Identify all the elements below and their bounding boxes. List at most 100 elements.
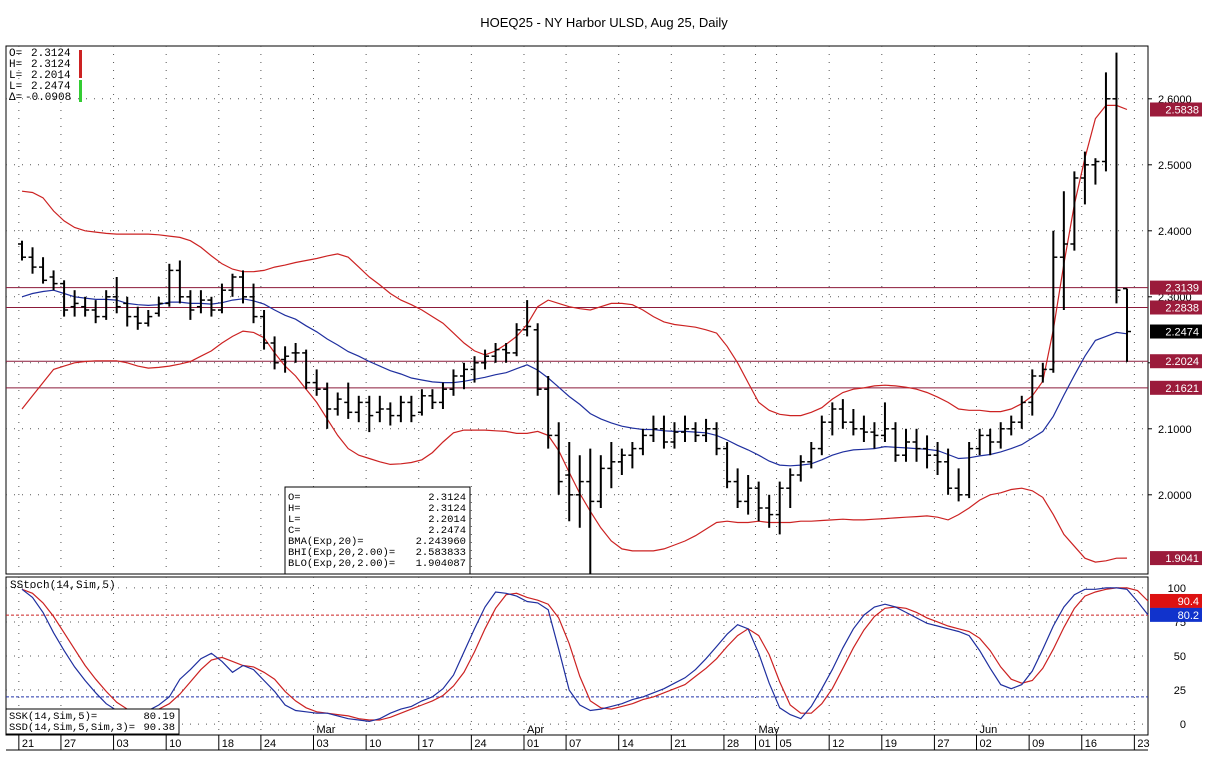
price-value-label: 2.2838 — [1150, 300, 1202, 315]
date-tick-label: 10 — [369, 738, 381, 750]
stoch-value-label-text: 90.4 — [1178, 596, 1199, 608]
price-value-label: 2.5838 — [1150, 102, 1202, 117]
price-value-label: 2.3139 — [1150, 280, 1202, 295]
info-close-value: 2.2474 — [428, 525, 466, 537]
ohlc-bar — [754, 481, 763, 522]
ohlc-bar — [554, 422, 563, 495]
ohlc-bar — [638, 428, 647, 456]
date-tick-label: 09 — [1032, 738, 1044, 750]
header-change-label: Δ= — [9, 92, 22, 104]
ohlc-bar — [544, 376, 553, 449]
ohlc-bar — [144, 310, 153, 327]
ohlc-bar — [849, 409, 858, 436]
ohlc-bar — [91, 300, 100, 324]
month-label: Jun — [980, 724, 998, 736]
price-value-label-bg — [1150, 380, 1202, 395]
ohlc-bar — [565, 442, 574, 522]
date-tick-label: 05 — [780, 738, 792, 750]
stoch-tick-label: 0 — [1180, 719, 1186, 731]
ohlc-bar — [1007, 415, 1016, 436]
ohlc-bar — [944, 448, 953, 495]
price-tick-label: 2.4000 — [1158, 226, 1192, 238]
ssd-line — [21, 587, 1149, 721]
ohlc-bar — [1059, 191, 1068, 310]
stoch-tick-label: 50 — [1174, 651, 1186, 663]
ohlc-bar — [470, 356, 479, 383]
ohlc-bar — [186, 290, 195, 320]
ohlc-bar — [354, 395, 363, 423]
ohlc-bar — [323, 382, 332, 429]
ssk-line — [21, 587, 1149, 723]
ohlc-bar — [817, 415, 826, 456]
price-value-label-bg — [1150, 551, 1202, 566]
month-label: Mar — [317, 724, 336, 736]
stoch-value-label-text: 80.2 — [1178, 610, 1199, 622]
date-tick-label: 21 — [674, 738, 686, 750]
grid — [6, 46, 1148, 735]
header-green-marker — [79, 80, 82, 102]
ohlc-bar — [954, 468, 963, 502]
ohlc-bar — [712, 422, 721, 456]
ohlc-bar — [1123, 287, 1131, 362]
ohlc-bar — [828, 402, 837, 436]
price-value-label-text: 2.3139 — [1165, 283, 1199, 295]
date-tick-label: 27 — [64, 738, 76, 750]
ohlc-bar — [975, 428, 984, 456]
stoch-tick-label: 100 — [1168, 583, 1186, 595]
stoch-header: SStoch(14,Sim,5) — [10, 580, 116, 592]
header-change-value: -0.0908 — [25, 92, 71, 104]
info-bma-value: 2.243960 — [416, 536, 466, 548]
ohlc-bar — [923, 435, 932, 469]
date-tick-label: 18 — [222, 738, 234, 750]
ohlc-bar — [807, 442, 816, 469]
header-high-value: 2.3124 — [31, 59, 71, 71]
date-tick-label: 02 — [980, 738, 992, 750]
header-low-value: 2.2014 — [31, 70, 71, 82]
ohlc-bar — [1017, 395, 1026, 429]
date-tick-label: 27 — [937, 738, 949, 750]
price-value-label-text: 2.5838 — [1165, 104, 1199, 116]
date-tick-label: 03 — [317, 738, 329, 750]
price-value-label-text: 2.2838 — [1165, 302, 1199, 314]
ohlc-bar — [870, 422, 879, 449]
price-tick-label: 2.5000 — [1158, 160, 1192, 172]
lower-band-line — [21, 330, 1128, 563]
ohlc-bar — [270, 336, 279, 370]
stoch-value-label: 90.4 — [1150, 593, 1202, 608]
ohlc-bar — [260, 310, 269, 350]
info-close-label: C= — [288, 525, 301, 537]
date-tick-label: 19 — [885, 738, 897, 750]
date-tick-label: 10 — [169, 738, 181, 750]
ohlc-bar — [1070, 171, 1079, 251]
date-tick-label: 07 — [569, 738, 581, 750]
ohlc-bar — [196, 290, 205, 314]
info-high-value: 2.3124 — [428, 503, 466, 515]
price-value-label-text: 2.2024 — [1165, 356, 1199, 368]
price-tick-label: 2.0000 — [1158, 490, 1192, 502]
month-label: May — [759, 724, 780, 736]
ohlc-bar — [291, 343, 300, 363]
stoch-tick-label: 25 — [1174, 685, 1186, 697]
ohlc-bar — [312, 369, 321, 396]
header-open-label: O= — [9, 48, 22, 60]
date-tick-label: 03 — [117, 738, 129, 750]
info-bhi-label: BHI(Exp,20,2.00)= — [288, 547, 395, 559]
ohlc-bar — [396, 395, 405, 423]
price-value-label-bg — [1150, 324, 1202, 339]
ohlc-bar — [723, 442, 732, 489]
ohlc-bar — [1049, 230, 1058, 373]
ohlc-bar — [649, 415, 658, 442]
stoch-value-label-bg — [1150, 593, 1202, 608]
ohlc-bar — [859, 415, 868, 442]
ohlc-bar — [744, 475, 753, 515]
date-tick-label: 16 — [1085, 738, 1097, 750]
stochastic-lines — [21, 587, 1149, 723]
ohlc-bar — [165, 263, 174, 307]
ohlc-bar — [996, 422, 1005, 449]
price-value-label-bg — [1150, 102, 1202, 117]
ohlc-bar — [586, 448, 595, 574]
ohlc-bar — [796, 455, 805, 482]
info-blo-value: 1.904087 — [416, 558, 466, 570]
ohlc-bar — [123, 296, 132, 327]
